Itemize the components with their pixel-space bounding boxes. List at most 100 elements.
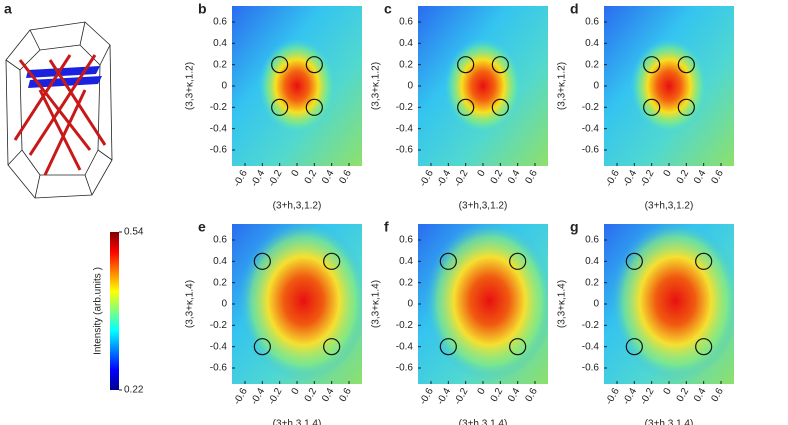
x-tick-label: -0.4 bbox=[249, 168, 267, 189]
x-tick-label: 0 bbox=[476, 168, 489, 179]
x-tick-label: 0 bbox=[290, 386, 303, 397]
x-tick-label: -0.4 bbox=[249, 386, 267, 407]
y-tick-label: 0.6 bbox=[399, 235, 413, 246]
marker-circle bbox=[323, 252, 341, 270]
y-tick-label: 0.4 bbox=[213, 256, 227, 267]
x-tick-label: 0 bbox=[476, 386, 489, 397]
marker-circle bbox=[677, 56, 695, 74]
colorbar-tick-label: 0.54 bbox=[124, 227, 144, 238]
x-axis-label: (3+h,3,1.2) bbox=[459, 201, 508, 212]
marker-circle bbox=[491, 56, 509, 74]
x-tick-label: 0.2 bbox=[303, 168, 320, 186]
x-tick-label: -0.2 bbox=[266, 386, 284, 407]
colorbar bbox=[110, 232, 119, 390]
x-tick-label: 0.6 bbox=[337, 386, 354, 404]
marker-circle bbox=[439, 252, 457, 270]
y-tick-label: 0.2 bbox=[399, 277, 413, 288]
y-tick-label: 0.6 bbox=[213, 235, 227, 246]
marker-circle bbox=[457, 98, 475, 116]
y-tick-label: -0.2 bbox=[582, 320, 600, 331]
y-tick-label: -0.2 bbox=[582, 102, 600, 113]
y-tick-label: -0.6 bbox=[396, 363, 414, 374]
x-tick-label: 0.6 bbox=[337, 168, 354, 186]
y-tick-label: -0.6 bbox=[210, 145, 228, 156]
y-tick-label: 0.6 bbox=[399, 17, 413, 28]
y-tick-label: -0.2 bbox=[210, 320, 228, 331]
y-tick-label: -0.4 bbox=[582, 341, 600, 352]
x-tick-label: 0.4 bbox=[506, 386, 523, 404]
marker-circle bbox=[323, 338, 341, 356]
y-axis-label: (3,3+κ,1.4) bbox=[185, 280, 196, 328]
y-tick-label: 0.4 bbox=[213, 38, 227, 49]
y-tick-label: -0.4 bbox=[582, 123, 600, 134]
y-axis-label: (3,3+κ,1.2) bbox=[557, 62, 568, 110]
x-tick-label: 0.2 bbox=[675, 168, 692, 186]
marker-circle bbox=[625, 252, 643, 270]
heatmap-hotspot bbox=[232, 224, 362, 384]
marker-circle bbox=[305, 98, 323, 116]
heatmap-hotspot bbox=[604, 224, 734, 384]
y-tick-label: 0.2 bbox=[399, 59, 413, 70]
x-tick-label: -0.4 bbox=[621, 386, 639, 407]
x-axis-label: (3+h,3,1.4) bbox=[273, 419, 322, 425]
y-tick-label: -0.2 bbox=[210, 102, 228, 113]
y-tick-label: 0.2 bbox=[213, 59, 227, 70]
x-tick-label: -0.6 bbox=[418, 386, 436, 407]
marker-circle bbox=[271, 98, 289, 116]
y-tick-label: -0.6 bbox=[210, 363, 228, 374]
y-axis-label: (3,3+κ,1.4) bbox=[371, 280, 382, 328]
y-tick-label: -0.6 bbox=[396, 145, 414, 156]
y-tick-label: 0.6 bbox=[585, 235, 599, 246]
y-tick-label: 0.2 bbox=[213, 277, 227, 288]
y-tick-label: -0.2 bbox=[396, 320, 414, 331]
x-tick-label: -0.4 bbox=[621, 168, 639, 189]
marker-circle bbox=[643, 56, 661, 74]
y-axis-label: (3,3+κ,1.4) bbox=[557, 280, 568, 328]
x-tick-label: -0.6 bbox=[418, 168, 436, 189]
x-tick-label: -0.6 bbox=[232, 386, 250, 407]
heatmap-hotspot bbox=[604, 6, 734, 166]
y-tick-label: 0.4 bbox=[585, 38, 599, 49]
x-tick-label: 0.6 bbox=[523, 386, 540, 404]
x-tick-label: 0 bbox=[662, 386, 675, 397]
y-tick-label: 0.4 bbox=[399, 38, 413, 49]
x-tick-label: -0.2 bbox=[452, 168, 470, 189]
y-tick-label: 0.2 bbox=[585, 277, 599, 288]
x-tick-label: 0.4 bbox=[692, 168, 709, 186]
y-tick-label: 0.6 bbox=[585, 17, 599, 28]
x-tick-label: -0.2 bbox=[638, 168, 656, 189]
y-tick-label: 0 bbox=[221, 299, 227, 310]
marker-circle bbox=[253, 338, 271, 356]
y-tick-label: 0.4 bbox=[585, 256, 599, 267]
marker-circle bbox=[271, 56, 289, 74]
y-tick-label: 0 bbox=[593, 81, 599, 92]
y-tick-label: 0.2 bbox=[585, 59, 599, 70]
x-tick-label: -0.6 bbox=[604, 168, 622, 189]
marker-circle bbox=[253, 252, 271, 270]
x-axis-label: (3+h,3,1.4) bbox=[645, 419, 694, 425]
marker-circle bbox=[509, 338, 527, 356]
marker-circle bbox=[457, 56, 475, 74]
marker-circle bbox=[695, 252, 713, 270]
x-tick-label: -0.6 bbox=[604, 386, 622, 407]
marker-circle bbox=[491, 98, 509, 116]
heatmap-hotspot bbox=[418, 6, 548, 166]
y-tick-label: -0.2 bbox=[396, 102, 414, 113]
x-tick-label: 0.2 bbox=[489, 168, 506, 186]
y-tick-label: -0.6 bbox=[582, 363, 600, 374]
y-tick-label: -0.6 bbox=[582, 145, 600, 156]
colorbar-tick-label: 0.22 bbox=[124, 385, 144, 396]
x-tick-label: -0.2 bbox=[452, 386, 470, 407]
x-tick-label: 0.2 bbox=[303, 386, 320, 404]
y-tick-label: -0.4 bbox=[396, 341, 414, 352]
x-tick-label: 0.6 bbox=[709, 168, 726, 186]
x-axis-label: (3+h,3,1.2) bbox=[273, 201, 322, 212]
rods bbox=[13, 54, 107, 176]
y-tick-label: 0.4 bbox=[399, 256, 413, 267]
x-tick-label: -0.4 bbox=[435, 168, 453, 189]
x-axis-label: (3+h,3,1.2) bbox=[645, 201, 694, 212]
panel-label: a bbox=[4, 1, 12, 17]
y-tick-label: -0.4 bbox=[210, 341, 228, 352]
y-tick-label: 0.6 bbox=[213, 17, 227, 28]
